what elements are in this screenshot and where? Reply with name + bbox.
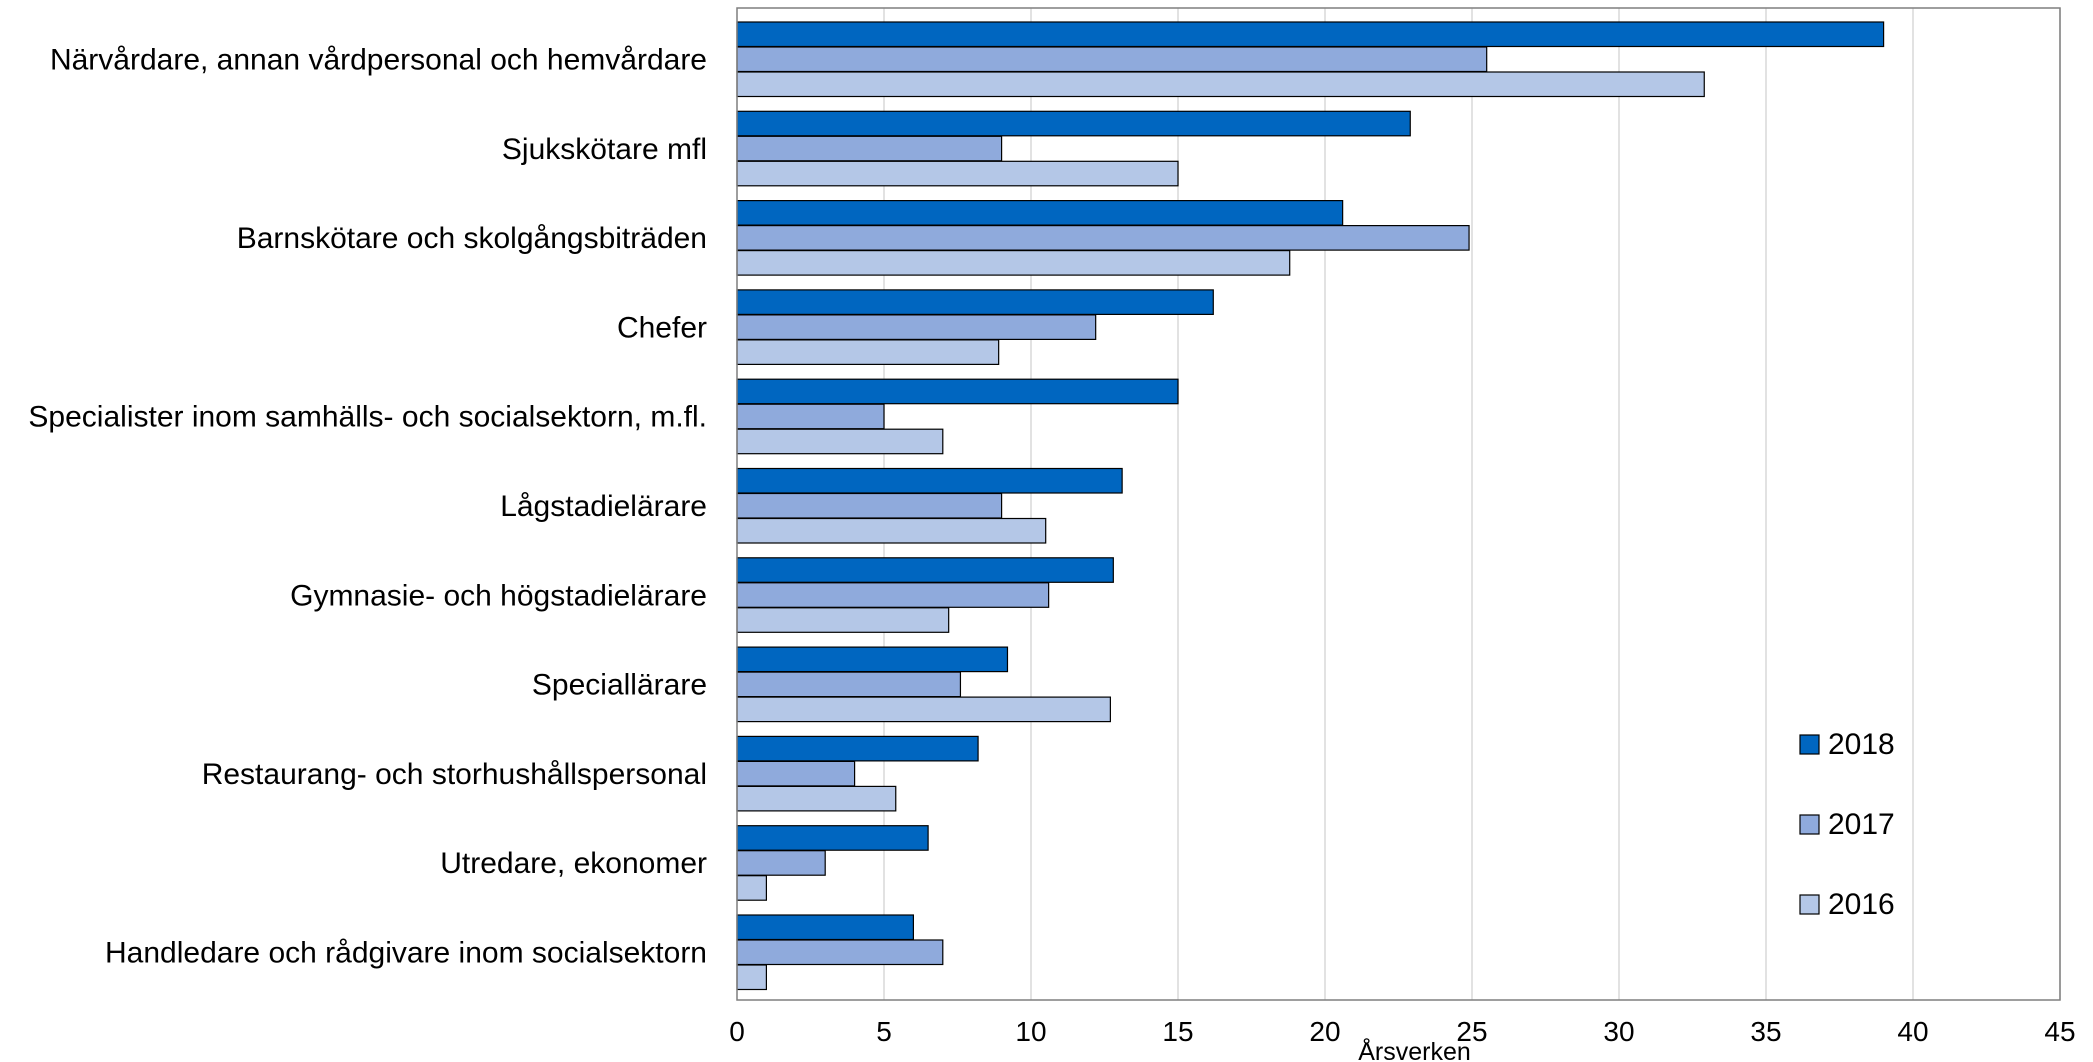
bar <box>736 517 1047 544</box>
bar <box>736 289 1214 315</box>
bar <box>736 785 897 812</box>
bar <box>736 939 944 966</box>
x-tick-labels: 0 5 10 15 20 25 30 35 40 45 <box>729 1016 2075 1047</box>
legend-swatch <box>1799 734 1820 755</box>
bar <box>736 160 1179 187</box>
legend-label: 2018 <box>1828 728 1895 761</box>
bar <box>736 646 1009 673</box>
bar <box>736 467 1123 494</box>
category-label: Lågstadielärare <box>500 490 707 523</box>
bar <box>736 825 929 851</box>
x-tick-label: 45 <box>2044 1016 2075 1047</box>
x-tick-label: 10 <box>1015 1016 1046 1047</box>
bar <box>736 492 1003 519</box>
axes <box>736 7 2061 1001</box>
bar <box>736 557 1114 583</box>
x-tick-label: 35 <box>1750 1016 1781 1047</box>
category-label: Utredare, ekonomer <box>440 847 707 880</box>
legend-label: 2017 <box>1828 808 1895 841</box>
category-labels: Närvårdare, annan vårdpersonal och hemvå… <box>28 44 707 970</box>
bar <box>736 200 1344 226</box>
category-label: Speciallärare <box>532 669 707 702</box>
bar <box>736 607 950 633</box>
bar <box>736 403 885 430</box>
bar <box>736 850 826 876</box>
category-label: Chefer <box>617 311 707 344</box>
bar <box>736 250 1291 276</box>
x-tick-label: 25 <box>1456 1016 1487 1047</box>
bar <box>736 339 1000 365</box>
category-label: Restaurang- och storhushållspersonal <box>202 758 707 791</box>
x-tick-label: 0 <box>729 1016 745 1047</box>
category-label: Sjukskötare mfl <box>502 133 707 166</box>
bar <box>736 225 1470 251</box>
bar <box>736 964 767 991</box>
bar <box>736 428 944 455</box>
legend: 2018 2017 2016 <box>1799 728 1895 921</box>
category-label: Barnskötare och skolgångsbiträden <box>237 222 707 255</box>
bar <box>736 110 1411 137</box>
x-tick-label: 40 <box>1897 1016 1928 1047</box>
legend-label: 2016 <box>1828 888 1895 921</box>
bars <box>736 21 1885 991</box>
bar <box>736 314 1097 340</box>
x-tick-label: 30 <box>1603 1016 1634 1047</box>
bar <box>736 71 1705 98</box>
legend-swatch <box>1799 894 1820 915</box>
bar <box>736 378 1179 405</box>
legend-swatch <box>1799 814 1820 835</box>
x-tick-label: 15 <box>1162 1016 1193 1047</box>
gridlines <box>883 8 2061 1000</box>
x-axis-title: Årsverken <box>1358 1036 1471 1062</box>
bar <box>736 21 1885 48</box>
bar <box>736 735 979 762</box>
bar <box>736 875 767 901</box>
x-tick-label: 20 <box>1309 1016 1340 1047</box>
plot-frame <box>736 7 2061 1001</box>
bar <box>736 46 1488 73</box>
category-label: Specialister inom samhälls- och socialse… <box>28 401 707 434</box>
bar <box>736 914 914 941</box>
bar <box>736 582 1050 608</box>
x-tick-label: 5 <box>876 1016 892 1047</box>
category-label: Gymnasie- och högstadielärare <box>290 579 707 612</box>
bar <box>736 671 962 698</box>
bar <box>736 135 1003 162</box>
bar <box>736 696 1111 723</box>
bar <box>736 760 856 787</box>
category-label: Närvårdare, annan vårdpersonal och hemvå… <box>50 44 707 77</box>
category-label: Handledare och rådgivare inom socialsekt… <box>105 937 707 970</box>
